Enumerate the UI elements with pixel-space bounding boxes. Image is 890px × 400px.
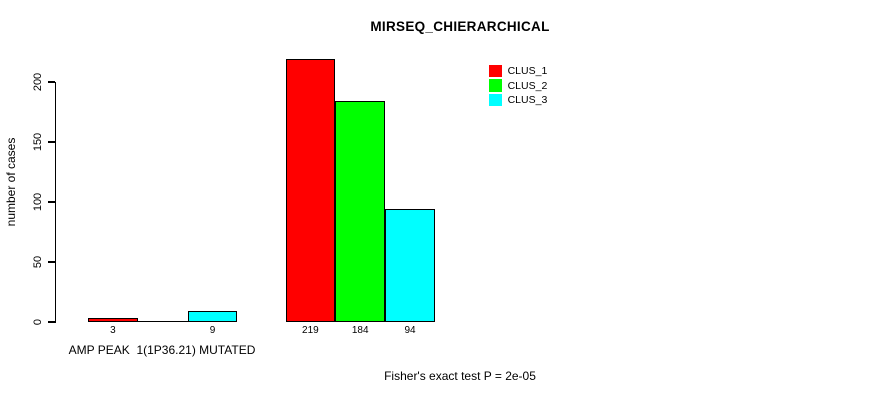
y-axis-tick: [47, 321, 55, 323]
bar-clus_3: [385, 209, 435, 322]
y-axis-tick: [47, 261, 55, 263]
y-axis-tick-label: 200: [32, 72, 44, 91]
y-axis-tick: [47, 141, 55, 143]
legend: CLUS_1 CLUS_2 CLUS_3: [489, 64, 547, 107]
y-axis-line: [54, 81, 56, 324]
y-axis-tick-label: 50: [32, 255, 44, 269]
y-axis-tick-label: 150: [32, 132, 44, 152]
bar-value-label: 219: [302, 324, 319, 336]
y-axis-title: number of cases: [4, 137, 18, 227]
bar-value-label: 3: [110, 324, 116, 336]
chart-title: MIRSEQ_CHIERARCHICAL: [370, 19, 550, 34]
bar-value-label: 94: [404, 324, 416, 336]
bar-clus_1: [285, 59, 336, 322]
bar-value-label: 184: [351, 324, 369, 336]
bar-clus_3: [187, 311, 238, 322]
x-axis-group-label: AMP PEAK 1(1P36.21) MUTATED: [68, 343, 256, 357]
bar-clus_2-zero: [137, 320, 188, 322]
legend-swatch-icon: [489, 64, 502, 78]
legend-label: CLUS_3: [507, 93, 548, 106]
fisher-test-annotation: Fisher's exact test P = 2e-05: [384, 369, 536, 383]
legend-item-clus_3: CLUS_3: [489, 93, 547, 107]
y-axis-tick: [47, 201, 55, 203]
bar-clus_1: [88, 318, 138, 322]
y-axis-tick-label: 0: [32, 318, 44, 326]
legend-swatch-icon: [489, 79, 502, 92]
y-axis-tick: [47, 81, 55, 83]
legend-item-clus_1: CLUS_1: [489, 64, 547, 78]
y-axis-tick-label: 100: [32, 192, 44, 212]
bar-value-label: 9: [209, 324, 216, 336]
bar-clus_2: [335, 101, 386, 322]
legend-swatch-icon: [489, 93, 502, 107]
legend-label: CLUS_1: [507, 65, 548, 78]
legend-item-clus_2: CLUS_2: [489, 78, 547, 92]
legend-label: CLUS_2: [507, 79, 548, 92]
